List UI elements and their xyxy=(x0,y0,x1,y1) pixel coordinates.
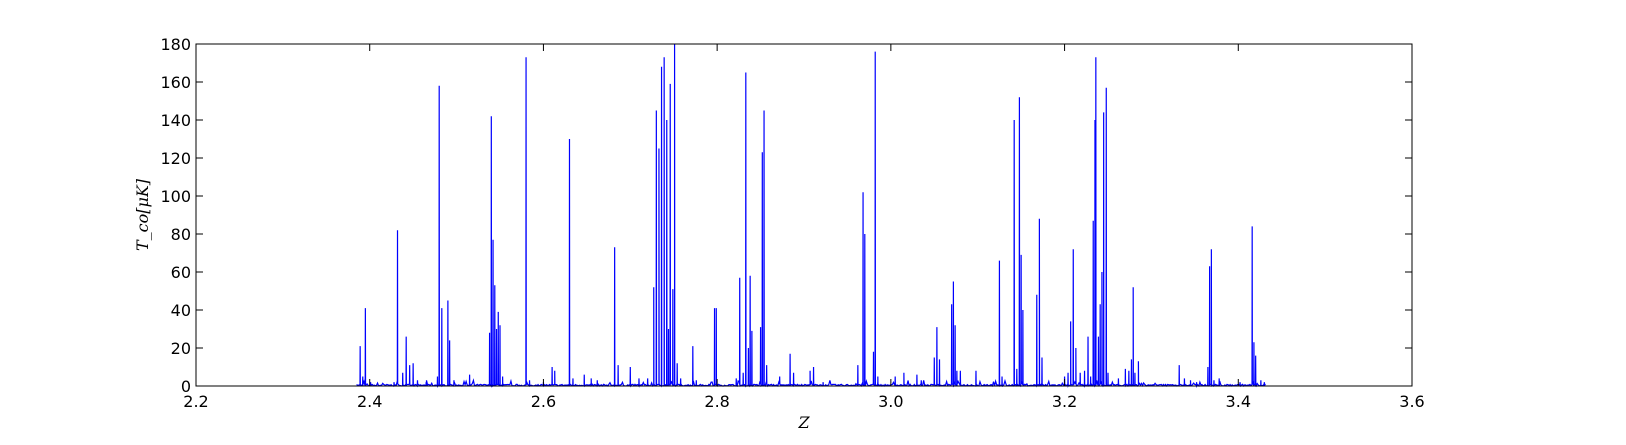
x-axis-label: Z xyxy=(797,413,810,432)
y-tick-label: 0 xyxy=(181,377,191,396)
x-tick-label: 2.2 xyxy=(183,392,208,411)
ticks: 2.2 2.4 2.6 2.8 3.0 3.2 3.4 3.6 0 20 40 60 80 100 120 1… xyxy=(160,35,1424,411)
x-tick-label: 2.6 xyxy=(531,392,556,411)
y-tick-label: 100 xyxy=(160,187,191,206)
y-axis-label: T_co[μK] xyxy=(133,178,152,251)
x-tick-label: 3.0 xyxy=(878,392,903,411)
x-tick-label: 3.6 xyxy=(1399,392,1424,411)
y-tick-label: 20 xyxy=(171,339,191,358)
y-tick-label: 60 xyxy=(171,263,191,282)
y-tick-label: 120 xyxy=(160,149,191,168)
x-tick-label: 3.2 xyxy=(1052,392,1077,411)
y-tick-label: 40 xyxy=(171,301,191,320)
axes-frame xyxy=(195,43,1413,387)
x-tick-label: 2.8 xyxy=(704,392,729,411)
y-tick-label: 180 xyxy=(160,35,191,54)
x-tick-label: 2.4 xyxy=(357,392,382,411)
y-tick-label: 80 xyxy=(171,225,191,244)
series-line xyxy=(356,43,1266,389)
y-tick-label: 160 xyxy=(160,73,191,92)
x-tick-label: 3.4 xyxy=(1226,392,1251,411)
y-tick-label: 140 xyxy=(160,111,191,130)
plot-area xyxy=(356,43,1266,389)
